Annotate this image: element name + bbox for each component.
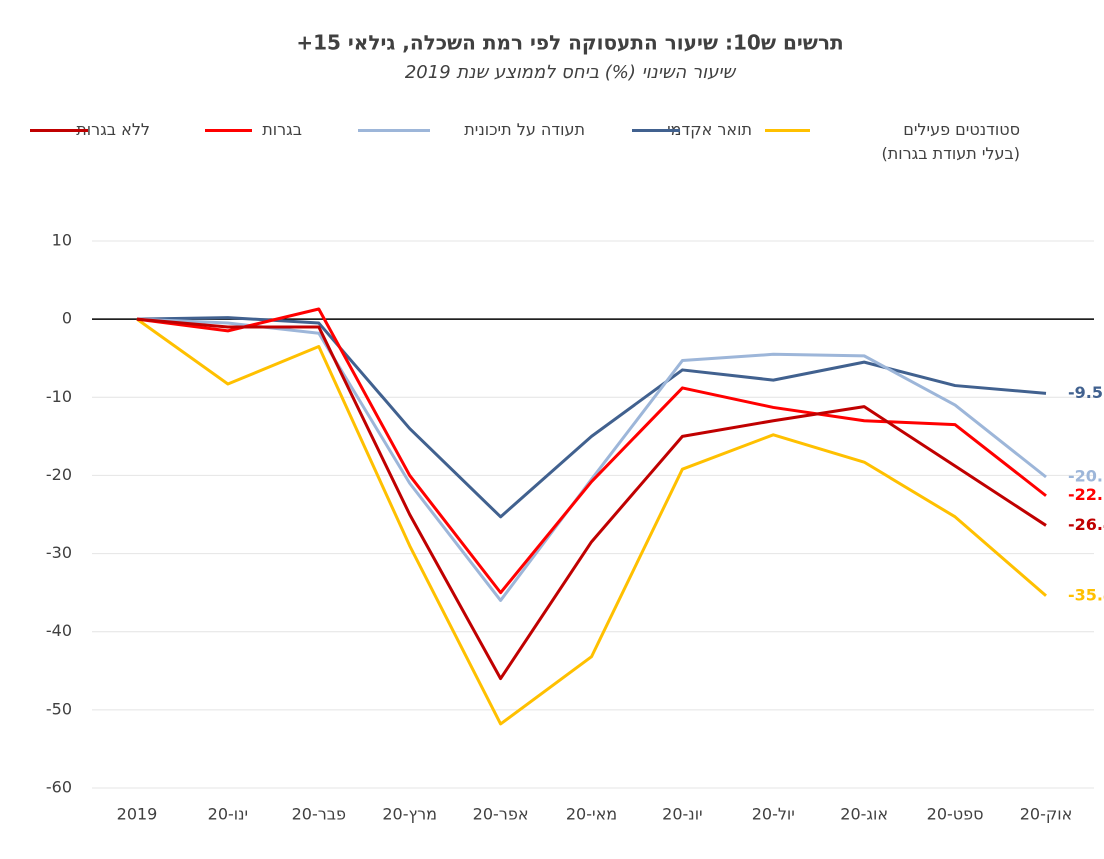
legend-label: סטודנטים פעילים (בעלי תעודת בגרות) [881, 120, 1020, 163]
legend-label: תואר אקדמי [667, 120, 752, 139]
series-line [136, 317, 1047, 726]
x-tick-label: פבר-20 [292, 805, 346, 824]
legend-swatch [358, 129, 430, 132]
end-label: -20.2 [1068, 466, 1104, 485]
x-tick-label: אפר-20 [473, 805, 529, 824]
series-line [136, 316, 1047, 519]
series-line [136, 317, 1047, 681]
y-tick-label: -30 [46, 543, 72, 562]
x-tick-label: יול-20 [752, 805, 795, 824]
x-tick-label: 2019 [117, 805, 158, 824]
end-label: -35.4 [1068, 585, 1104, 604]
x-tick-label: מאי-20 [566, 805, 617, 824]
end-label: -9.5 [1068, 383, 1103, 402]
chart-subtitle: שיעור השינוי (%) ביחס לממוצע שנת 2019 [405, 62, 737, 83]
legend-label: ללא בגרות [76, 120, 150, 139]
series-line [136, 317, 1047, 602]
y-tick-label: -60 [46, 778, 72, 797]
y-tick-label: -40 [46, 621, 72, 640]
end-label: -26.4 [1068, 515, 1104, 534]
y-tick-label: 10 [52, 231, 72, 250]
y-tick-label: -20 [46, 465, 72, 484]
end-label: -22.6 [1068, 485, 1104, 504]
y-tick-label: 0 [62, 309, 72, 328]
x-tick-label: אוג-20 [840, 805, 888, 824]
x-tick-label: ינו-20 [208, 805, 248, 824]
x-tick-label: מרץ-20 [382, 805, 437, 824]
x-tick-label: יונ-20 [662, 805, 702, 824]
legend-swatch [632, 129, 680, 132]
x-tick-label: אוק-20 [1020, 805, 1073, 824]
legend-label: תעודה על תיכונית [464, 120, 585, 139]
y-tick-label: -10 [46, 387, 72, 406]
chart-title: תרשים ש10: שיעור התעסוקה לפי רמת השכלה, … [296, 31, 843, 55]
legend-swatch [205, 129, 252, 132]
legend-label: בגרות [262, 120, 302, 139]
legend-swatch [30, 129, 88, 132]
series-line [136, 307, 1047, 595]
legend-swatch [765, 129, 810, 132]
y-tick-label: -50 [46, 699, 72, 718]
x-tick-label: ספט-20 [927, 805, 984, 824]
